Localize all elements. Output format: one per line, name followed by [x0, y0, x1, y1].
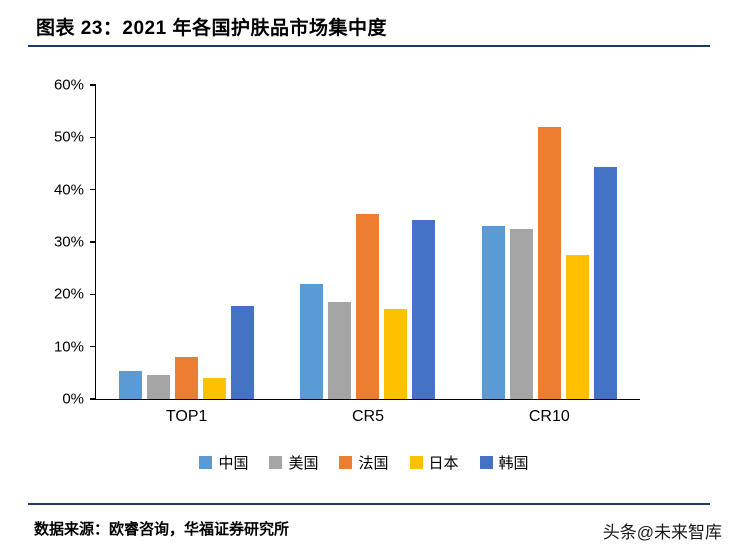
- bar-cr5-中国: [300, 283, 324, 399]
- y-axis-tick-mark: [90, 188, 96, 191]
- legend-swatch-icon: [409, 456, 423, 469]
- bar-top1-美国: [147, 374, 171, 399]
- figure-title: 图表 23：2021 年各国护肤品市场集中度: [36, 18, 387, 39]
- legend-swatch-icon: [199, 456, 213, 469]
- legend-item-法国: 法国: [339, 452, 389, 473]
- bar-group-top1: TOP1: [119, 85, 255, 425]
- legend-label: 日本: [428, 455, 459, 472]
- y-axis-tick-label: 50%: [53, 128, 84, 146]
- bar-chart: TOP1 CR5 CR10 0% 10% 20% 30% 40% 50% 60% 中国 美国 法国 日…: [40, 60, 688, 490]
- y-axis-tick-label: 20%: [53, 285, 84, 303]
- y-axis-tick-mark: [90, 241, 96, 243]
- footer-rule: [28, 503, 710, 505]
- x-axis-label: TOP1: [165, 408, 208, 425]
- bar-cr10-日本: [565, 254, 589, 399]
- data-source-text: 欧睿咨询，华福证券研究所: [109, 521, 290, 538]
- x-axis-label: CR5: [351, 408, 384, 425]
- y-axis-tick-mark: [90, 293, 96, 296]
- y-axis-tick-mark: [90, 398, 96, 400]
- legend-item-韩国: 韩国: [479, 452, 529, 473]
- data-source-line: 数据来源：欧睿咨询，华福证券研究所: [34, 518, 289, 539]
- bar-group-cr10: CR10: [481, 85, 617, 425]
- chart-legend: 中国 美国 法国 日本 韩国: [40, 452, 688, 473]
- bar-groups: TOP1 CR5 CR10: [96, 85, 640, 425]
- y-axis-tick-label: 30%: [53, 233, 84, 251]
- y-axis-tick-label: 0%: [62, 390, 84, 408]
- y-axis-tick-mark: [90, 345, 96, 348]
- bar-cr5-美国: [328, 302, 352, 399]
- bar-top1-日本: [203, 378, 227, 399]
- bar-cr5-法国: [356, 213, 380, 399]
- y-axis-tick-label: 40%: [53, 181, 84, 199]
- legend-label: 法国: [358, 455, 389, 472]
- bar-cr5-日本: [384, 309, 408, 399]
- bar-cr10-中国: [481, 226, 505, 399]
- bar-cr10-美国: [509, 229, 533, 399]
- y-axis-tick-mark: [90, 84, 96, 86]
- y-axis-tick-mark: [90, 136, 96, 139]
- legend-item-中国: 中国: [199, 452, 248, 473]
- watermark-text: 头条@未来智库: [602, 523, 722, 542]
- bar-top1-中国: [119, 371, 143, 399]
- bar-group-cr5: CR5: [300, 85, 436, 425]
- legend-swatch-icon: [479, 456, 493, 469]
- data-source-label: 数据来源：: [34, 521, 110, 538]
- y-axis-tick-label: 10%: [53, 338, 84, 356]
- title-rule: [28, 45, 710, 47]
- bar-cr10-法国: [537, 126, 561, 399]
- legend-swatch-icon: [339, 456, 353, 469]
- bar-cr10-韩国: [593, 167, 617, 399]
- legend-label: 中国: [218, 455, 249, 472]
- legend-label: 美国: [288, 455, 319, 472]
- legend-item-日本: 日本: [409, 452, 459, 473]
- x-axis-label: CR10: [528, 408, 570, 425]
- bar-cr5-韩国: [412, 219, 436, 399]
- plot-area: TOP1 CR5 CR10 0% 10% 20% 30% 40% 50% 60%: [54, 78, 640, 425]
- bar-top1-韩国: [231, 306, 255, 399]
- legend-swatch-icon: [269, 456, 283, 469]
- legend-label: 韩国: [498, 455, 529, 472]
- legend-item-美国: 美国: [269, 452, 318, 473]
- bar-top1-法国: [175, 357, 199, 399]
- y-axis-tick-label: 60%: [53, 76, 84, 94]
